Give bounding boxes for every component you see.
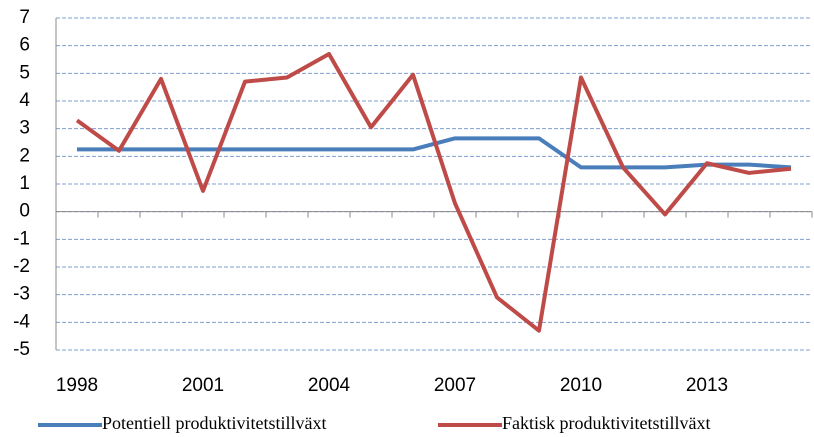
- y-tick-label: -1: [13, 228, 30, 249]
- x-tick-label: 2007: [434, 375, 476, 396]
- y-tick-label: -4: [13, 311, 30, 332]
- y-tick-label: -5: [13, 339, 30, 360]
- y-tick-label: 6: [19, 35, 30, 56]
- x-tick-label: 2010: [560, 375, 602, 396]
- x-tick-label: 2013: [686, 375, 728, 396]
- y-tick-label: 5: [19, 62, 30, 83]
- y-tick-label: 2: [19, 145, 30, 166]
- y-tick-label: -2: [13, 256, 30, 277]
- y-tick-label: -3: [13, 284, 30, 305]
- y-tick-label: 4: [19, 90, 30, 111]
- x-tick-label: 1998: [56, 375, 98, 396]
- y-tick-label: 7: [19, 7, 30, 28]
- legend-label: Potentiell produktivitetstillväxt: [102, 413, 326, 433]
- series-line: [75, 51, 792, 333]
- x-tick-label: 2001: [182, 375, 224, 396]
- y-tick-label: 1: [19, 173, 30, 194]
- y-tick-label: 3: [19, 118, 30, 139]
- legend-label: Faktisk produktivitetstillväxt: [502, 413, 711, 433]
- y-tick-label: 0: [19, 201, 30, 222]
- x-tick-label: 2004: [308, 375, 351, 396]
